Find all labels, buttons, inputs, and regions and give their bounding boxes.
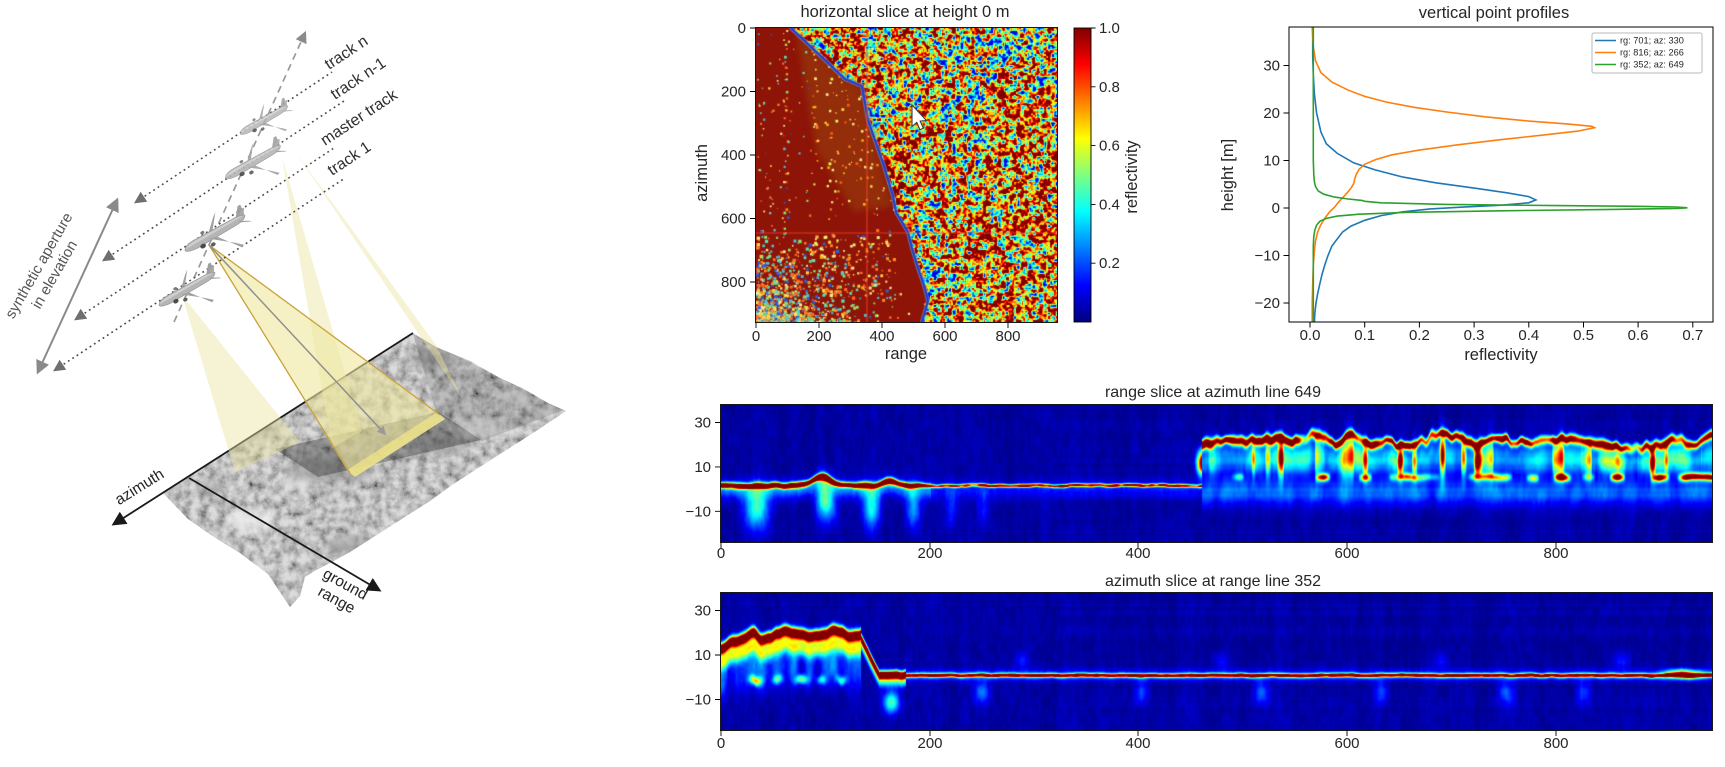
- svg-text:0.5: 0.5: [1573, 327, 1594, 344]
- svg-text:10: 10: [1263, 153, 1280, 170]
- svg-text:0.3: 0.3: [1464, 327, 1485, 344]
- svg-text:0.7: 0.7: [1682, 327, 1703, 344]
- svg-text:400: 400: [1125, 735, 1150, 752]
- svg-text:200: 200: [917, 545, 942, 562]
- svg-text:azimuth: azimuth: [693, 144, 711, 202]
- svg-text:20: 20: [1263, 105, 1280, 122]
- svg-text:0.0: 0.0: [1300, 327, 1321, 344]
- svg-text:range: range: [885, 345, 927, 363]
- svg-text:400: 400: [869, 328, 894, 345]
- svg-text:master track: master track: [318, 86, 402, 149]
- svg-text:rg: 352; az: 649: rg: 352; az: 649: [1620, 60, 1684, 70]
- svg-text:800: 800: [1543, 735, 1568, 752]
- svg-text:800: 800: [1543, 545, 1568, 562]
- svg-text:azimuth slice at range line 35: azimuth slice at range line 352: [1105, 573, 1321, 590]
- svg-text:200: 200: [806, 328, 831, 345]
- svg-text:horizontal slice at height 0 m: horizontal slice at height 0 m: [800, 3, 1009, 21]
- svg-text:0.4: 0.4: [1518, 327, 1539, 344]
- svg-text:600: 600: [1334, 545, 1359, 562]
- svg-text:0.4: 0.4: [1099, 196, 1120, 213]
- svg-text:200: 200: [917, 735, 942, 752]
- svg-text:0: 0: [717, 545, 725, 562]
- svg-text:rg: 701; az: 330: rg: 701; az: 330: [1620, 36, 1684, 46]
- svg-text:600: 600: [721, 211, 746, 228]
- svg-text:−10: −10: [686, 692, 711, 709]
- svg-text:0.1: 0.1: [1354, 327, 1375, 344]
- svg-text:200: 200: [721, 84, 746, 101]
- svg-text:0.2: 0.2: [1409, 327, 1430, 344]
- svg-text:400: 400: [1125, 545, 1150, 562]
- svg-text:1.0: 1.0: [1099, 20, 1120, 37]
- svg-text:0: 0: [738, 20, 746, 37]
- svg-text:−10: −10: [1255, 248, 1280, 265]
- svg-text:reflectivity: reflectivity: [1464, 346, 1538, 364]
- svg-text:0: 0: [717, 735, 725, 752]
- svg-text:800: 800: [721, 274, 746, 291]
- svg-text:800: 800: [995, 328, 1020, 345]
- svg-text:0.2: 0.2: [1099, 255, 1120, 272]
- svg-text:0: 0: [1272, 200, 1280, 217]
- svg-text:10: 10: [694, 647, 711, 664]
- svg-text:400: 400: [721, 147, 746, 164]
- svg-text:600: 600: [1334, 735, 1359, 752]
- svg-text:rg: 816; az: 266: rg: 816; az: 266: [1620, 48, 1684, 58]
- svg-text:30: 30: [694, 415, 711, 432]
- svg-text:30: 30: [694, 603, 711, 620]
- svg-text:10: 10: [694, 459, 711, 476]
- svg-text:reflectivity: reflectivity: [1123, 140, 1141, 214]
- svg-text:0.6: 0.6: [1099, 138, 1120, 155]
- svg-text:30: 30: [1263, 58, 1280, 75]
- svg-text:−20: −20: [1255, 295, 1280, 312]
- svg-text:0.6: 0.6: [1628, 327, 1649, 344]
- svg-text:0: 0: [752, 328, 760, 345]
- svg-text:azimuth: azimuth: [112, 466, 167, 509]
- svg-text:vertical point profiles: vertical point profiles: [1419, 4, 1569, 22]
- svg-text:600: 600: [932, 328, 957, 345]
- svg-text:height [m]: height [m]: [1219, 139, 1237, 211]
- svg-text:−10: −10: [686, 503, 711, 520]
- svg-text:range slice at azimuth line 64: range slice at azimuth line 649: [1105, 384, 1321, 401]
- svg-text:0.8: 0.8: [1099, 79, 1120, 96]
